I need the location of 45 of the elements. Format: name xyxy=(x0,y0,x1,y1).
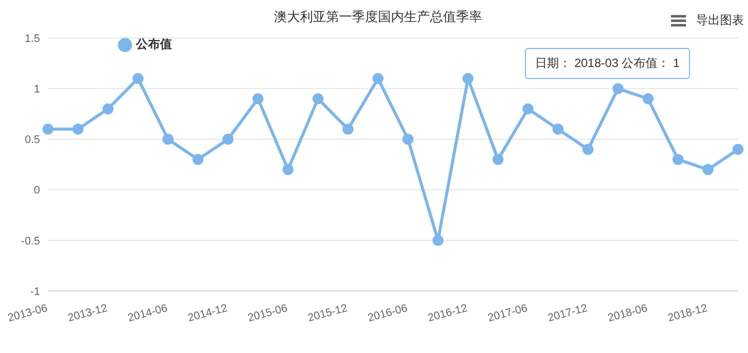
x-tick-label: 2016-12 xyxy=(426,302,469,324)
point xyxy=(72,124,84,135)
point xyxy=(372,72,384,84)
x-tick-label: 2018-06 xyxy=(606,302,649,324)
point xyxy=(282,164,294,176)
x-tick-label: 2013-12 xyxy=(66,302,109,324)
y-tick-label: 0 xyxy=(34,184,40,197)
point xyxy=(402,134,414,145)
x-tick-label: 2017-12 xyxy=(546,302,589,324)
point xyxy=(132,72,144,84)
point xyxy=(522,103,534,114)
point xyxy=(312,93,324,104)
point xyxy=(702,164,714,176)
point xyxy=(462,72,474,84)
point xyxy=(42,124,54,135)
y-tick-label: 1 xyxy=(34,84,40,96)
point xyxy=(552,124,564,135)
point xyxy=(732,144,744,155)
legend-label: 公布值 xyxy=(136,37,172,51)
annotation: 日期： 2018-03 公布值： 1 xyxy=(525,48,690,79)
point xyxy=(162,134,174,145)
text: 导出图表 xyxy=(696,12,744,29)
point xyxy=(192,154,204,165)
point xyxy=(432,234,444,246)
y-tick-label: 1.5 xyxy=(24,32,40,45)
x-tick-label: 2017-06 xyxy=(486,302,529,324)
chart-title: 澳大利亚第一季度国内生产总值季率 xyxy=(274,9,482,24)
y-tick-label: -0.5 xyxy=(21,235,40,248)
point xyxy=(222,134,234,145)
y-tick-label: 0.5 xyxy=(24,134,40,146)
x-tick-label: 2014-06 xyxy=(126,302,169,324)
x-tick-label: 2015-06 xyxy=(246,302,289,324)
point xyxy=(342,124,354,135)
point xyxy=(672,154,684,165)
x-tick-label: 2015-12 xyxy=(306,302,349,324)
point xyxy=(612,83,624,94)
y-tick-label: -1 xyxy=(30,286,40,298)
point xyxy=(642,93,654,104)
x-tick-label: 2018-12 xyxy=(666,302,709,324)
x-tick-label: 2014-12 xyxy=(186,302,229,324)
point xyxy=(102,103,114,114)
point xyxy=(252,93,264,104)
point xyxy=(582,144,594,155)
point xyxy=(492,154,504,165)
x-tick-label: 2016-06 xyxy=(366,302,409,324)
